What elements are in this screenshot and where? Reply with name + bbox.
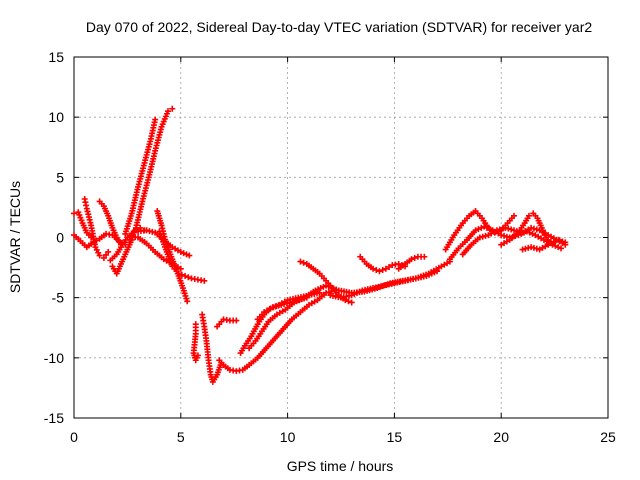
data-point-track-l [178,271,185,278]
y-tick-label: -10 [44,350,64,366]
data-point-track-c [103,251,110,258]
data-point-track-ab [559,238,566,245]
data-point-track-t [297,258,304,265]
data-point-track-v [373,266,380,273]
data-point-track-z [479,233,486,240]
data-point-track-y [558,245,565,252]
data-point-track-v [379,266,386,273]
data-point-track-s [298,296,305,303]
data-point-track-s [275,302,282,309]
x-tick-label: 20 [493,429,509,445]
data-point-track-ab [528,244,535,251]
data-point-track-ab [562,239,569,246]
x-tick-label: 15 [387,429,403,445]
data-point-track-q [316,289,323,296]
y-tick-label: -15 [44,410,64,426]
y-tick-label: 5 [56,169,64,185]
x-tick-label: 10 [280,429,296,445]
data-point-track-h [164,108,171,115]
data-point-track-z [528,224,535,231]
x-tick-label: 0 [70,429,78,445]
data-point-track-l [175,270,182,277]
chart-title: Day 070 of 2022, Sidereal Day-to-day VTE… [86,19,592,35]
data-point-track-ab [553,236,560,243]
data-point-track-z [533,226,540,233]
data-point-track-ab [530,244,537,251]
axis-ticks: 0 5 10 15 20 25 -15 -10 -5 0 5 10 15 [44,49,616,445]
data-point-track-h [169,105,176,112]
data-point-track-g [152,116,159,123]
y-tick-label: 15 [48,49,64,65]
y-tick-label: 0 [56,230,64,246]
data-point-track-t [342,297,349,304]
data-point-track-z [496,226,503,233]
data-point-track-s [269,304,276,311]
data-point-track-j [186,252,193,259]
data-point-track-ab [519,246,526,253]
data-point-track-b [71,210,77,217]
data-point-track-l [201,277,208,284]
data-point-track-c [105,248,112,255]
data-point-track-v [370,265,377,272]
data-point-track-v [376,268,383,275]
data-point-track-s [272,303,279,310]
data-point-track-ab [556,237,563,244]
data-point-track-j [149,228,156,235]
data-point-track-x [511,212,518,219]
data-point-track-s [278,301,285,308]
data-point-track-z [530,225,537,232]
data-point-track-k [184,298,191,305]
x-tick-label: 25 [600,429,616,445]
data-point-track-l [185,274,192,281]
data-point-track-p [325,289,332,296]
data-point-track-w [408,256,415,263]
data-point-track-j [143,227,150,234]
data-point-track-v [382,265,389,272]
data-point-track-s [303,294,310,301]
y-axis-label: SDTVAR / TECUs [7,181,23,293]
data-point-track-ab [525,244,532,251]
data-point-track-c [100,254,107,261]
data-point-track-z [476,234,483,241]
data-point-track-o [233,317,240,324]
data-point-track-s [292,297,299,304]
y-tick-label: 10 [48,109,64,125]
x-axis-label: GPS time / hours [287,458,394,474]
data-point-track-v [386,263,393,270]
data-point-track-z [482,232,489,239]
data-point-track-t [345,298,352,305]
data-point-track-p [323,289,330,296]
data-point-track-s [281,301,288,308]
data-point-track-z [493,227,500,234]
data-point-track-z [505,225,512,232]
data-point-track-m [194,352,201,359]
data-point-track-z [508,226,515,233]
data-point-track-s [283,300,290,307]
data-point-track-z [511,227,518,234]
data-point-track-u [434,268,441,275]
data-point-track-z [502,224,509,231]
data-point-track-w [411,254,418,261]
x-tick-label: 5 [177,429,185,445]
y-tick-label: -5 [52,290,65,306]
data-point-track-ab [522,245,529,252]
data-point-track-ab [533,245,540,252]
data-point-track-s [295,297,302,304]
data-point-track-w [421,253,428,260]
data-point-track-c [96,252,103,259]
data-point-track-t [348,299,355,306]
data-point-track-s [286,299,293,306]
data-point-track-y [501,232,508,239]
data-points [71,105,569,385]
data-point-track-j [146,228,153,235]
data-point-track-s [300,295,307,302]
data-point-track-s [289,298,296,305]
data-point-track-l [182,273,189,280]
data-point-track-y [498,232,505,239]
data-point-track-z [499,225,506,232]
data-point-track-t [300,259,307,266]
data-point-track-aa [525,212,532,219]
